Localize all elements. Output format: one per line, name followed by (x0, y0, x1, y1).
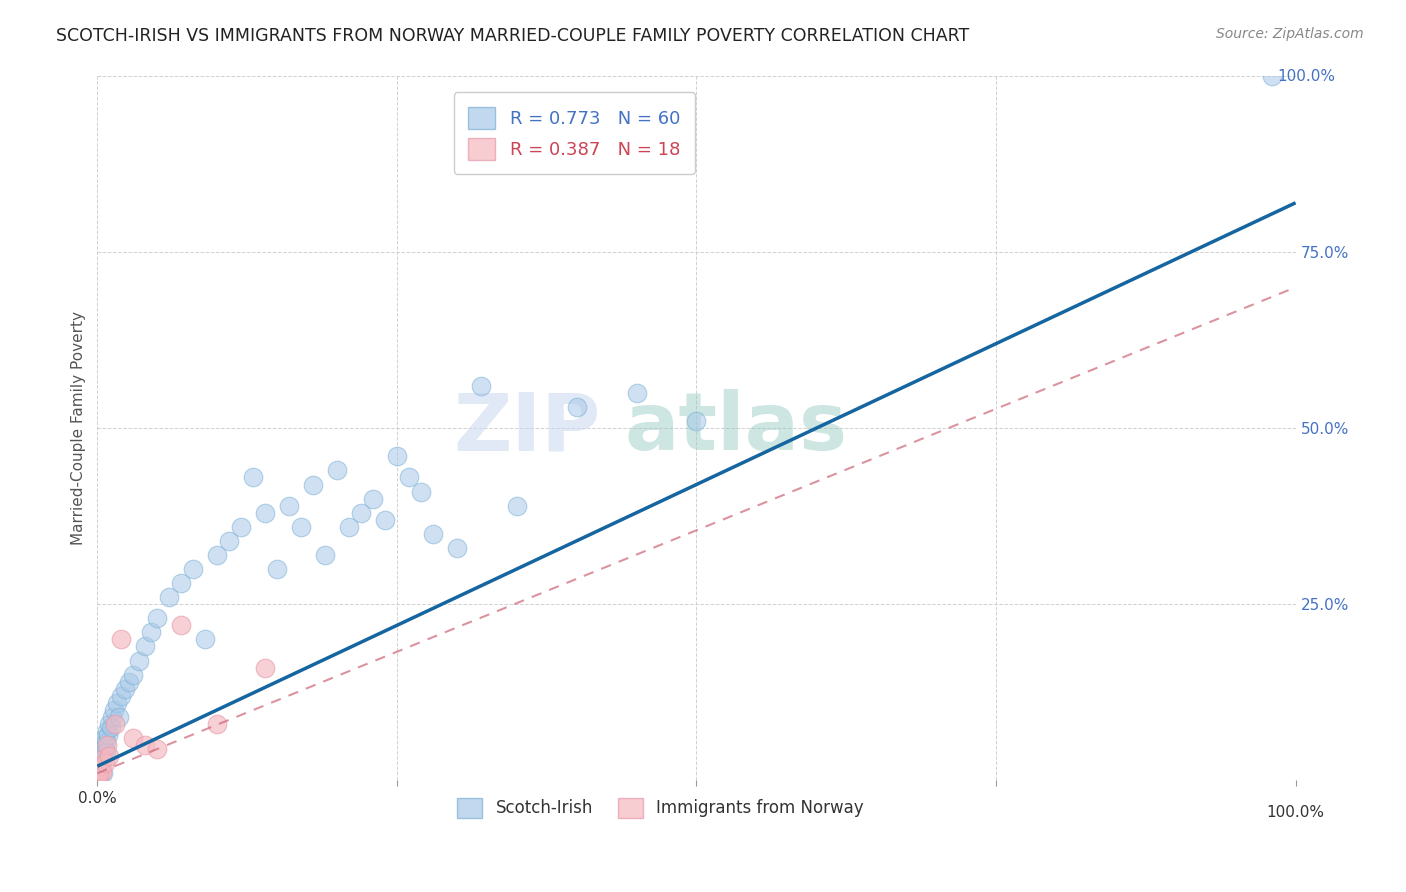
Point (98, 748, 121, 763)
Point (89, 763, 111, 777)
Point (422, 526, 444, 541)
Point (278, 499, 301, 513)
Point (350, 506, 373, 520)
Point (87, 770, 110, 784)
Point (170, 576, 193, 591)
Point (134, 738, 156, 752)
Point (105, 696, 128, 710)
Point (96, 724, 118, 739)
Text: atlas: atlas (624, 389, 848, 467)
Point (337, 520, 360, 534)
Point (110, 689, 132, 703)
Point (89, 766, 111, 780)
Point (89, 766, 111, 780)
Point (94, 731, 117, 745)
Text: Source: ZipAtlas.com: Source: ZipAtlas.com (1216, 27, 1364, 41)
Point (87, 770, 110, 784)
Point (290, 520, 312, 534)
Point (97, 727, 120, 741)
Point (122, 731, 145, 745)
Point (90, 756, 112, 770)
Point (361, 491, 384, 506)
Text: ZIP: ZIP (453, 389, 600, 467)
Point (110, 632, 132, 647)
Point (100, 710, 122, 724)
Point (398, 470, 420, 484)
Point (470, 379, 492, 393)
Point (96, 738, 118, 752)
Point (117, 674, 139, 689)
Point (231, 520, 253, 534)
Point (205, 548, 228, 562)
Legend: Scotch-Irish, Immigrants from Norway: Scotch-Irish, Immigrants from Norway (450, 791, 870, 825)
Point (104, 717, 127, 731)
Point (170, 618, 193, 632)
Point (181, 562, 204, 576)
Point (122, 667, 145, 681)
Point (93, 756, 115, 770)
Point (385, 450, 408, 464)
Point (128, 654, 150, 668)
Point (134, 640, 156, 654)
Point (374, 513, 396, 527)
Point (141, 625, 163, 640)
Point (157, 590, 180, 604)
Point (254, 660, 277, 674)
Point (194, 632, 217, 647)
Point (103, 703, 125, 717)
Point (98, 717, 121, 731)
Point (114, 681, 136, 696)
Point (326, 463, 349, 477)
Point (91, 764, 114, 779)
Point (94, 734, 117, 748)
Point (685, 414, 707, 428)
Point (1260, 69, 1282, 83)
Point (108, 710, 131, 724)
Point (93, 738, 115, 752)
Text: 100.0%: 100.0% (1267, 805, 1324, 821)
Point (93, 745, 115, 759)
Point (146, 741, 169, 756)
Point (146, 611, 169, 625)
Point (96, 745, 118, 759)
Point (242, 470, 264, 484)
Point (314, 548, 336, 562)
Text: SCOTCH-IRISH VS IMMIGRANTS FROM NORWAY MARRIED-COUPLE FAMILY POVERTY CORRELATION: SCOTCH-IRISH VS IMMIGRANTS FROM NORWAY M… (56, 27, 970, 45)
Point (409, 484, 432, 499)
Point (626, 386, 648, 401)
Point (302, 477, 325, 491)
Point (87, 767, 110, 781)
Point (91, 748, 114, 763)
Point (254, 506, 277, 520)
Text: 100.0%: 100.0% (1277, 69, 1336, 84)
Point (100, 721, 122, 735)
Point (93, 741, 115, 756)
Y-axis label: Married-Couple Family Poverty: Married-Couple Family Poverty (72, 311, 86, 545)
Point (565, 400, 588, 414)
Point (266, 562, 288, 576)
Point (205, 717, 228, 731)
Point (446, 541, 468, 555)
Point (91, 766, 114, 780)
Point (90, 759, 112, 773)
Point (93, 752, 115, 766)
Point (506, 499, 529, 513)
Point (218, 533, 240, 548)
Point (90, 752, 112, 766)
Point (89, 763, 111, 777)
Point (89, 759, 111, 773)
